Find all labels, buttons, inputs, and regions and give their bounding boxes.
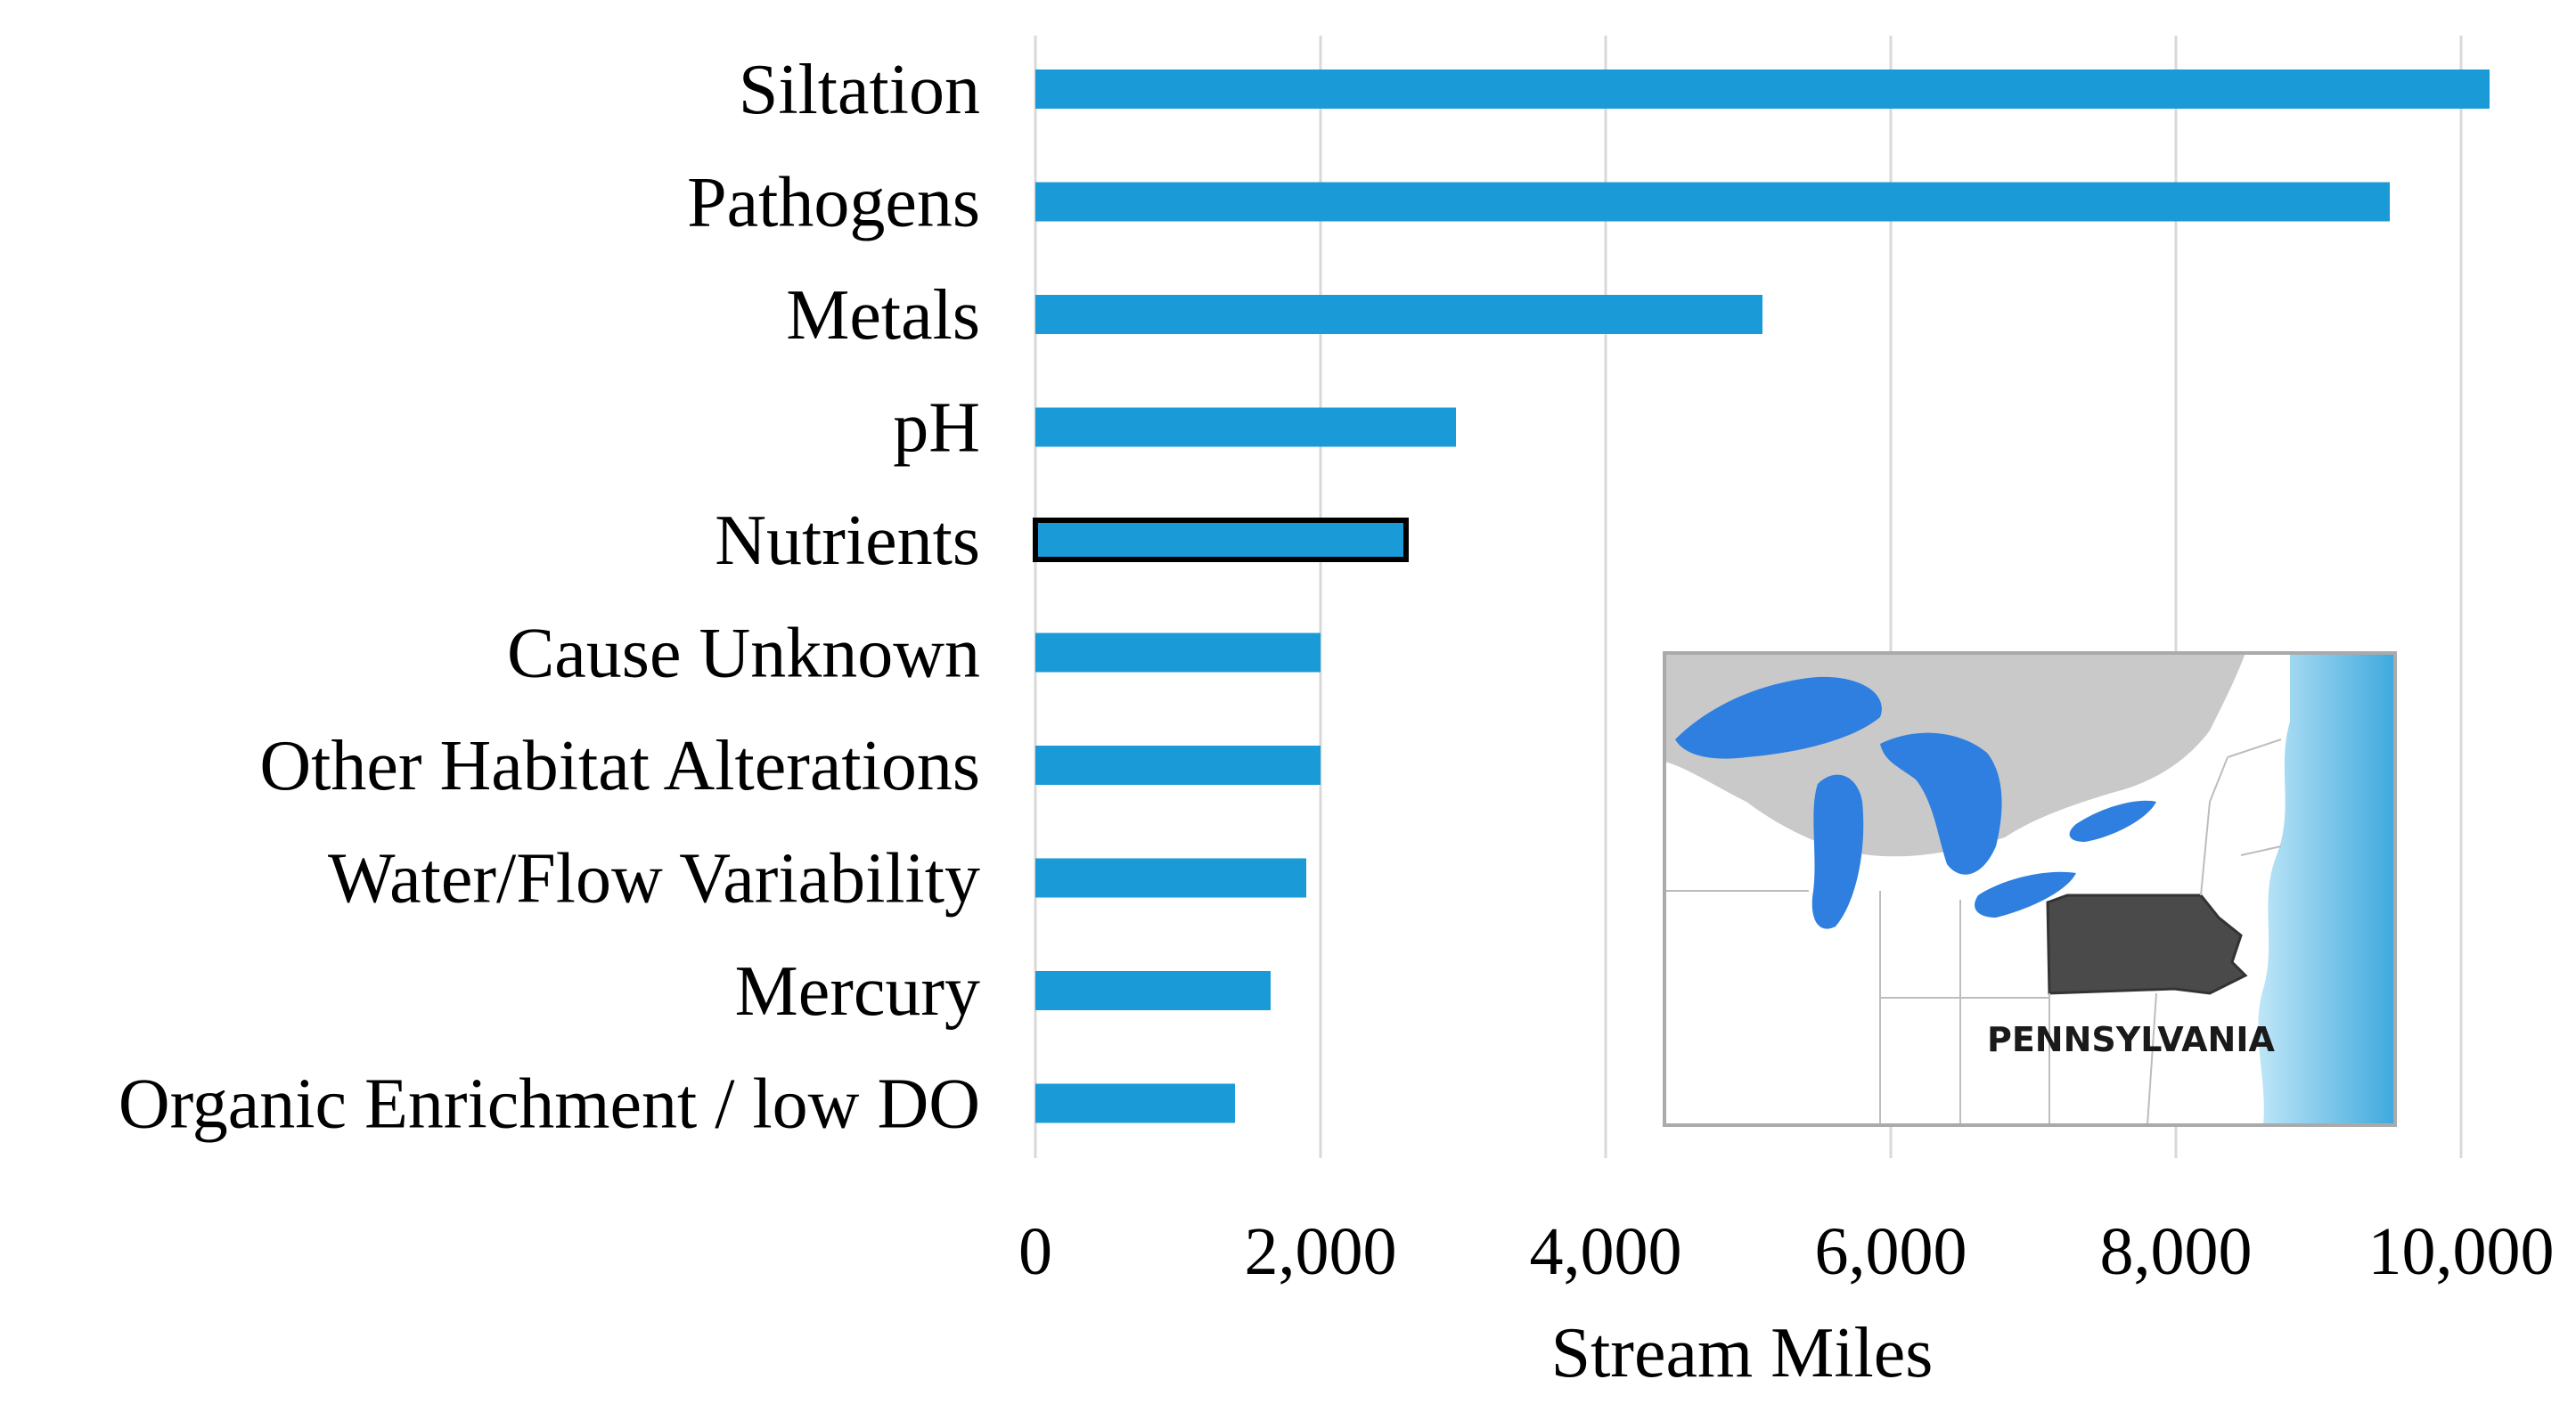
x-tick-label: 4,000	[1530, 1214, 1682, 1289]
inset-state-borders	[1664, 739, 2282, 1125]
bar	[1035, 407, 1456, 447]
inset-great-lakes	[1675, 676, 2156, 929]
category-labels: Siltation Pathogens Metals pH Nutrients Cause…	[119, 51, 980, 1144]
bar	[1035, 1083, 1235, 1123]
inset-state-label: PENNSYLVANIA	[1987, 1020, 2275, 1059]
bar	[1035, 295, 1762, 334]
bar	[1035, 633, 1321, 673]
bar	[1035, 746, 1321, 785]
x-tick-label: 0	[1018, 1214, 1052, 1289]
inset-pennsylvania	[2046, 894, 2248, 995]
category-label: Cause Unknown	[507, 615, 980, 693]
x-tick-labels: 0 2,000 4,000 6,000 8,000 10,000	[1018, 1214, 2555, 1289]
bar	[1035, 69, 2490, 109]
category-label: Other Habitat Alterations	[259, 727, 980, 805]
category-label: Mercury	[735, 952, 980, 1031]
x-tick-label: 2,000	[1245, 1214, 1397, 1289]
category-label: Siltation	[739, 51, 980, 129]
bars	[1033, 69, 2490, 1123]
category-label: Pathogens	[687, 164, 980, 242]
category-label: Organic Enrichment / low DO	[119, 1065, 980, 1144]
bar	[1035, 858, 1306, 898]
category-label: pH	[893, 389, 980, 468]
bar	[1033, 518, 1409, 562]
x-tick-label: 8,000	[2100, 1214, 2253, 1289]
inset-map: PENNSYLVANIA	[1663, 651, 2397, 1127]
category-label: Metals	[786, 276, 980, 355]
x-axis-title: Stream Miles	[1551, 1314, 1934, 1392]
bar	[1035, 182, 2390, 222]
bar	[1035, 971, 1271, 1010]
category-label: Water/Flow Variability	[328, 840, 980, 918]
x-tick-label: 6,000	[1815, 1214, 1967, 1289]
category-label: Nutrients	[715, 502, 980, 580]
inset-ocean	[2258, 653, 2395, 1125]
x-tick-label: 10,000	[2368, 1214, 2555, 1289]
